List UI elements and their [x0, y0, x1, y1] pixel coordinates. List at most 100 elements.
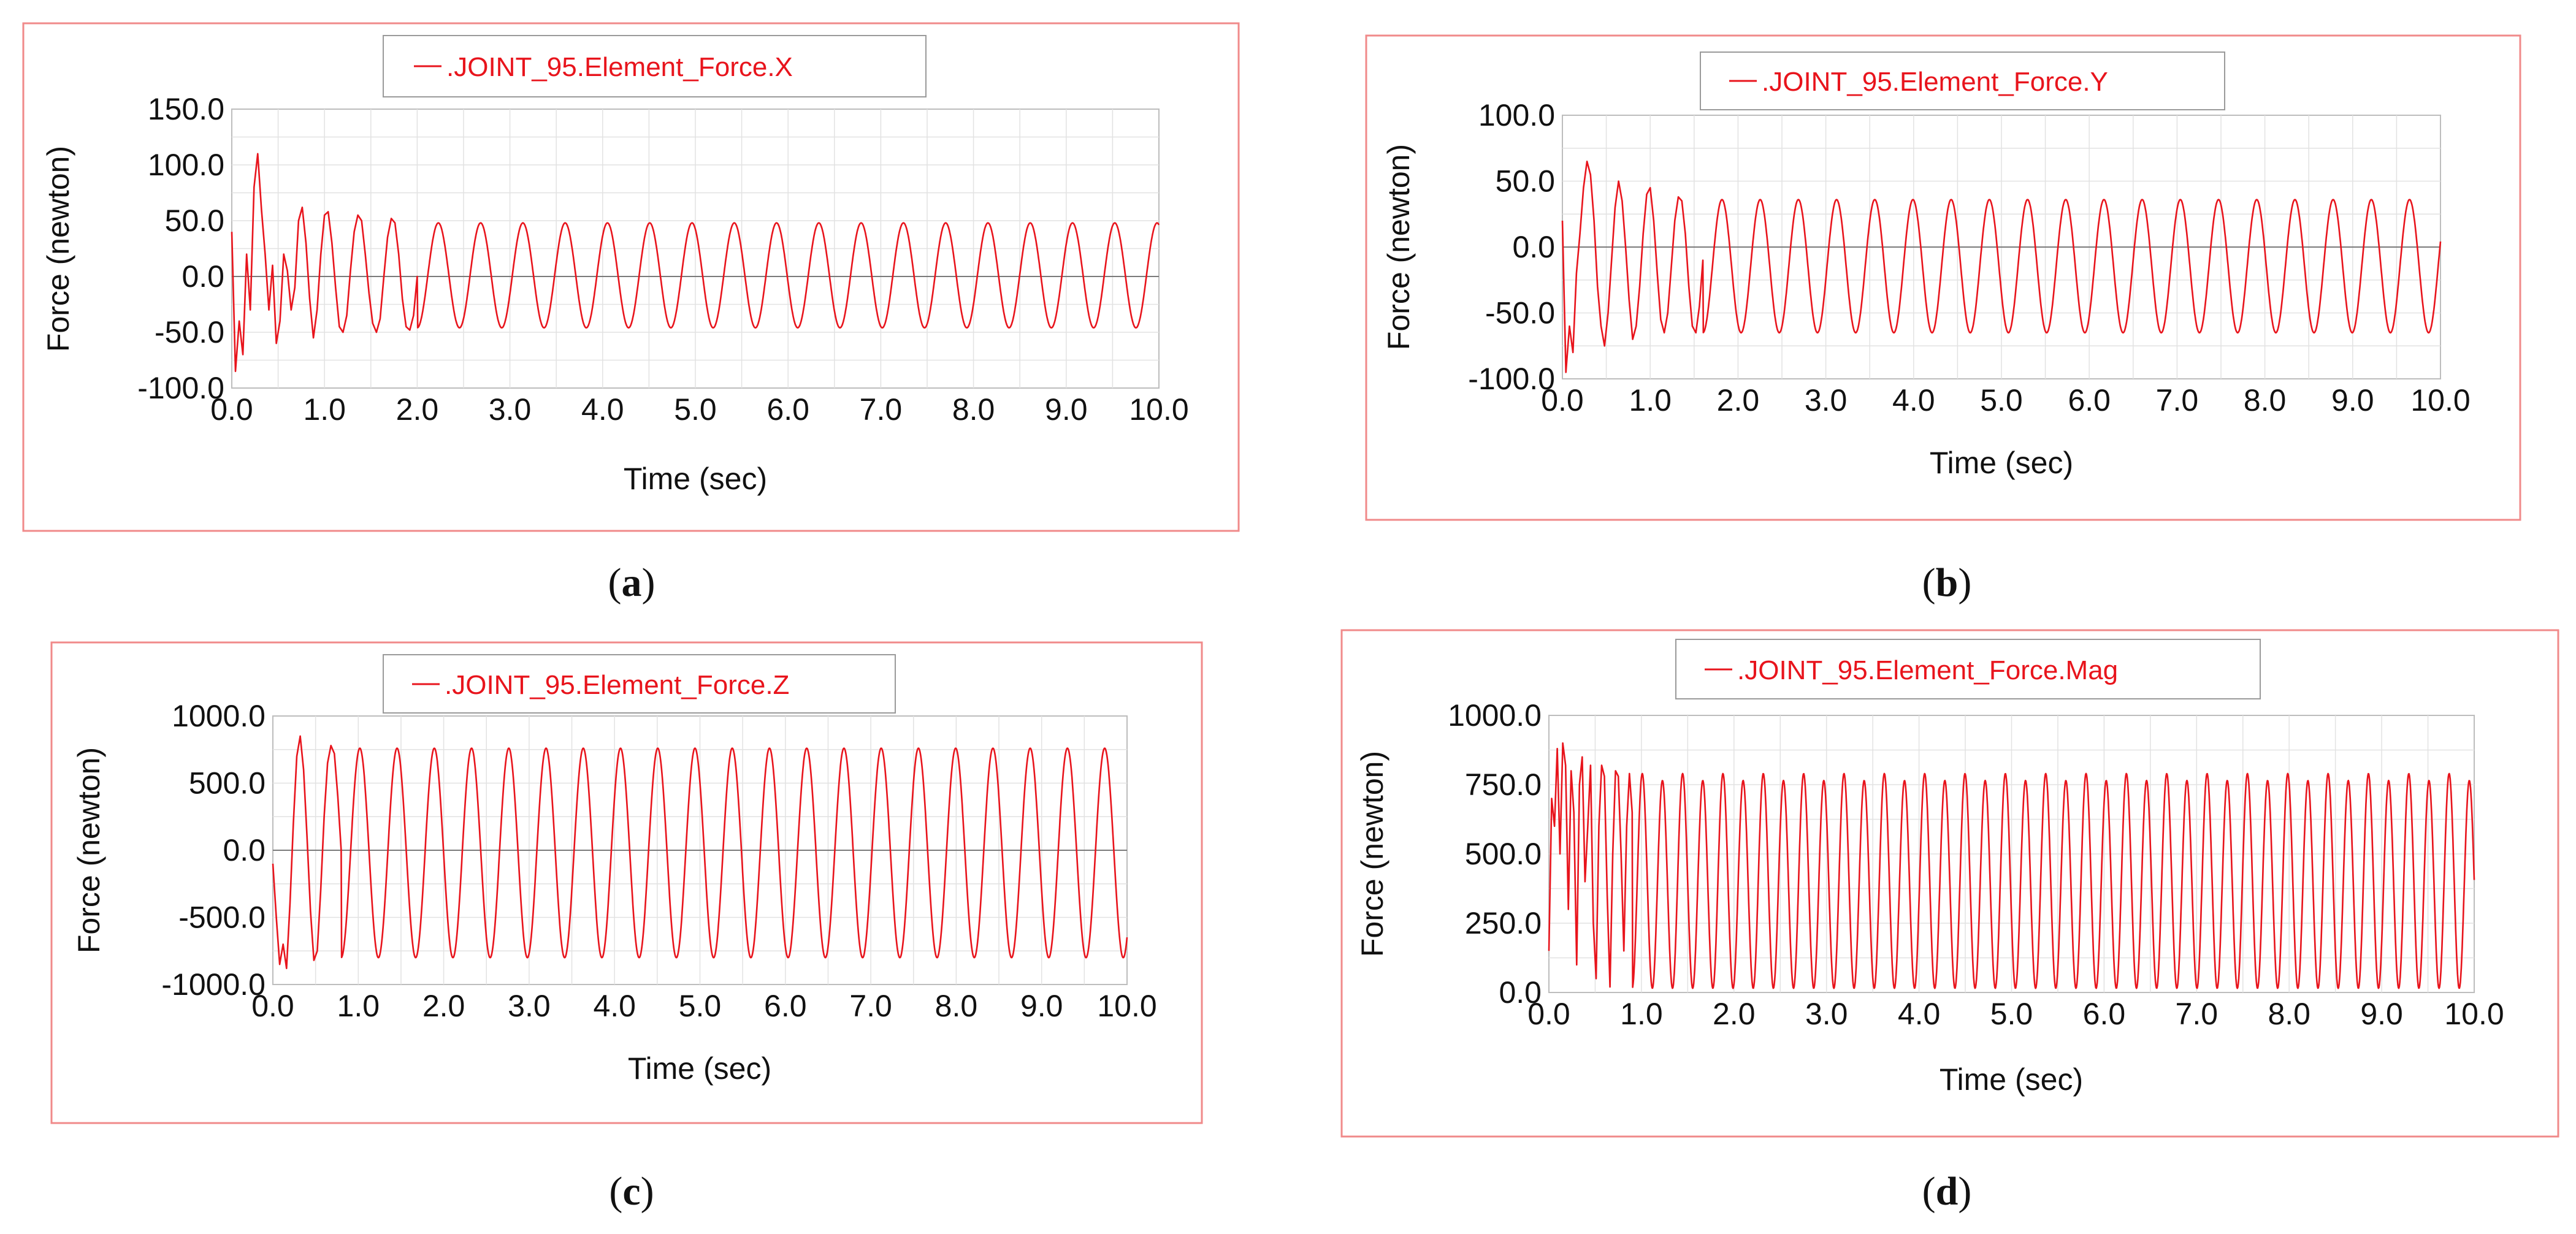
y-tick-label: 0.0 — [1512, 230, 1555, 264]
x-tick-label: 9.0 — [2360, 997, 2403, 1031]
x-tick-label: 7.0 — [849, 989, 892, 1023]
y-tick-label: -100.0 — [1468, 362, 1555, 396]
y-tick-label: 750.0 — [1465, 767, 1542, 802]
x-tick-label: 4.0 — [593, 989, 636, 1023]
x-axis-label: Time (sec) — [1940, 1062, 2083, 1097]
legend-box — [383, 654, 896, 714]
x-tick-label: 1.0 — [1620, 997, 1663, 1031]
x-tick-label: 8.0 — [2268, 997, 2310, 1031]
x-tick-label: 2.0 — [422, 989, 465, 1023]
chart-panel-c: .JOINT_95.Element_Force.Z -1000.0 -500.0 0… — [50, 641, 1203, 1124]
series-line — [1561, 161, 2442, 373]
chart-panel-a: .JOINT_95.Element_Force.X -100.0 -50.0 0.0… — [22, 22, 1240, 532]
series-line — [231, 153, 1160, 372]
x-tick-label: 0.0 — [1527, 997, 1570, 1031]
x-tick-label: 1.0 — [1629, 383, 1672, 417]
x-axis-label: Time (sec) — [1930, 446, 2073, 480]
y-tick-label: 500.0 — [1465, 837, 1542, 871]
y-tick-label: 250.0 — [1465, 906, 1542, 940]
gridlines — [232, 109, 1159, 388]
x-axis-label: Time (sec) — [624, 462, 767, 496]
x-tick-labels: 0.0 1.0 2.0 3.0 4.0 5.0 6.0 7.0 8.0 9.0 10.0 — [1541, 383, 2470, 417]
legend-label: .JOINT_95.Element_Force.Z — [445, 670, 789, 700]
x-tick-label: 7.0 — [2156, 383, 2199, 417]
x-tick-labels: 0.0 1.0 2.0 3.0 4.0 5.0 6.0 7.0 8.0 9.0 10.0 — [251, 989, 1156, 1023]
y-tick-label: -500.0 — [178, 901, 266, 935]
x-tick-label: 9.0 — [2331, 383, 2374, 417]
y-tick-labels: -100.0 -50.0 0.0 50.0 100.0 150.0 — [137, 92, 224, 405]
x-tick-label: 7.0 — [860, 392, 903, 427]
x-tick-label: 6.0 — [2068, 383, 2111, 417]
x-tick-label: 2.0 — [1717, 383, 1760, 417]
y-tick-label: 100.0 — [148, 148, 224, 182]
x-tick-label: 5.0 — [679, 989, 722, 1023]
y-tick-label: 150.0 — [148, 92, 224, 126]
x-tick-label: 3.0 — [1805, 383, 1848, 417]
y-tick-label: 1000.0 — [172, 699, 266, 733]
caption-b: (b) — [1922, 560, 1972, 605]
x-tick-label: 8.0 — [952, 392, 995, 427]
x-tick-label: 0.0 — [210, 392, 253, 427]
x-tick-label: 6.0 — [764, 989, 807, 1023]
x-tick-label: 3.0 — [1805, 997, 1848, 1031]
y-tick-labels: 0.0 250.0 500.0 750.0 1000.0 — [1448, 698, 1542, 1010]
x-tick-labels: 0.0 1.0 2.0 3.0 4.0 5.0 6.0 7.0 8.0 9.0 10.0 — [1527, 997, 2504, 1031]
x-tick-label: 5.0 — [1980, 383, 2023, 417]
y-tick-label: 100.0 — [1478, 98, 1555, 132]
y-tick-label: 0.0 — [182, 259, 224, 294]
y-tick-label: 500.0 — [189, 766, 266, 801]
x-tick-label: 5.0 — [674, 392, 717, 427]
y-tick-label: -50.0 — [155, 315, 224, 349]
x-tick-label: 4.0 — [1892, 383, 1935, 417]
y-axis-label: Force (newton) — [72, 747, 106, 953]
series-line — [272, 735, 1128, 969]
x-tick-label: 7.0 — [2176, 997, 2219, 1031]
y-tick-labels: -1000.0 -500.0 0.0 500.0 1000.0 — [161, 699, 266, 1002]
legend-label: .JOINT_95.Element_Force.Y — [1762, 67, 2108, 97]
caption-a: (a) — [608, 560, 655, 605]
x-tick-label: 4.0 — [1898, 997, 1941, 1031]
x-tick-label: 8.0 — [2244, 383, 2287, 417]
x-tick-label: 10.0 — [1129, 392, 1188, 427]
x-tick-label: 6.0 — [2083, 997, 2126, 1031]
x-tick-label: 3.0 — [508, 989, 551, 1023]
y-axis-label: Force (newton) — [1355, 751, 1389, 957]
y-tick-label: -50.0 — [1485, 296, 1555, 330]
series-line — [1561, 161, 2442, 373]
x-axis-label: Time (sec) — [628, 1051, 771, 1086]
series-line — [1548, 742, 2475, 989]
x-tick-label: 0.0 — [1541, 383, 1584, 417]
x-tick-label: 2.0 — [1713, 997, 1756, 1031]
x-tick-label: 10.0 — [1097, 989, 1156, 1023]
y-tick-label: -1000.0 — [161, 967, 266, 1002]
legend-label: .JOINT_95.Element_Force.X — [446, 52, 793, 82]
y-tick-label: 0.0 — [1499, 975, 1542, 1010]
x-tick-label: 9.0 — [1020, 989, 1063, 1023]
y-tick-label: 1000.0 — [1448, 698, 1542, 733]
legend-box — [383, 35, 927, 97]
series-line — [231, 153, 1160, 372]
x-tick-label: 10.0 — [2444, 997, 2504, 1031]
chart-panel-d: .JOINT_95.Element_Force.Mag 0.0 250.0 500.… — [1340, 629, 2559, 1138]
legend-label: .JOINT_95.Element_Force.Mag — [1737, 655, 2118, 685]
x-tick-label: 3.0 — [489, 392, 532, 427]
legend-box — [1700, 51, 2225, 110]
x-tick-label: 4.0 — [581, 392, 624, 427]
series-line — [272, 735, 1128, 969]
chart-panel-b: .JOINT_95.Element_Force.Y -100.0 -50.0 0.0… — [1365, 34, 2521, 521]
x-tick-label: 1.0 — [337, 989, 380, 1023]
x-tick-label: 6.0 — [766, 392, 809, 427]
x-tick-label: 9.0 — [1045, 392, 1088, 427]
y-axis-label: Force (newton) — [1382, 144, 1416, 350]
y-tick-label: -100.0 — [137, 371, 224, 405]
x-tick-label: 8.0 — [935, 989, 978, 1023]
x-tick-label: 5.0 — [1990, 997, 2033, 1031]
y-tick-label: 50.0 — [1496, 164, 1555, 199]
y-axis-label: Force (newton) — [41, 146, 75, 352]
y-tick-label: 0.0 — [223, 833, 266, 867]
caption-c: (c) — [609, 1169, 654, 1214]
y-tick-labels: -100.0 -50.0 0.0 50.0 100.0 — [1468, 98, 1555, 396]
x-tick-label: 10.0 — [2410, 383, 2470, 417]
y-tick-label: 50.0 — [165, 204, 224, 238]
